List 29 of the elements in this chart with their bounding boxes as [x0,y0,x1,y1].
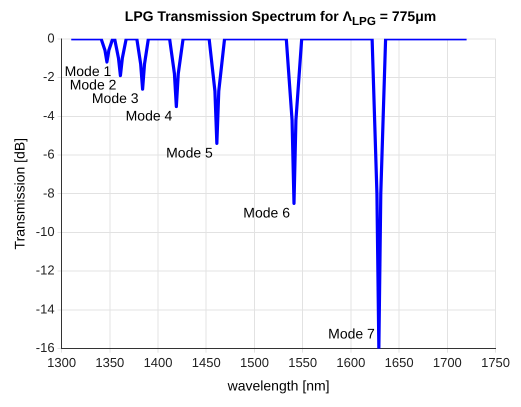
x-axis-title: wavelength [nm] [226,377,330,394]
annotation: Mode 1 [64,63,112,80]
y-tick-label: -16 [36,340,55,356]
y-tick-label: -8 [43,185,55,200]
y-tick-label: -14 [36,301,55,316]
x-tick-label: 1600 [336,354,366,370]
x-tick-label: 1400 [144,354,172,370]
y-tick-label: -2 [43,69,55,84]
annotation: Mode 3 [92,90,139,106]
annotation: Mode 7 [328,326,376,342]
x-tick-label: 1700 [432,354,462,370]
x-tick-label: 1350 [95,354,124,370]
y-tick-label: -12 [36,262,55,278]
y-tick-label: -4 [43,108,55,123]
x-tick-label: 1500 [240,354,269,370]
annotation: Mode 5 [166,144,214,160]
chart-title: LPG Transmission Spectrum for Λ$_{LPG}$ = 775μm [124,8,438,28]
y-tick-label: -10 [36,224,55,240]
annotation: Mode 2 [70,76,117,93]
y-tick-label: -6 [43,146,55,162]
x-tick-label: 1450 [192,354,221,370]
y-tick-label: 0 [47,30,55,46]
x-tick-label: 1650 [384,354,414,370]
x-tick-label: 1300 [47,354,76,370]
annotation: Mode 4 [126,108,173,124]
x-tick-label: 1550 [288,354,318,370]
y-axis-title: Transmission [dB] [11,138,28,250]
x-tick-label: 1750 [481,354,510,370]
annotation: Mode 6 [243,204,290,220]
